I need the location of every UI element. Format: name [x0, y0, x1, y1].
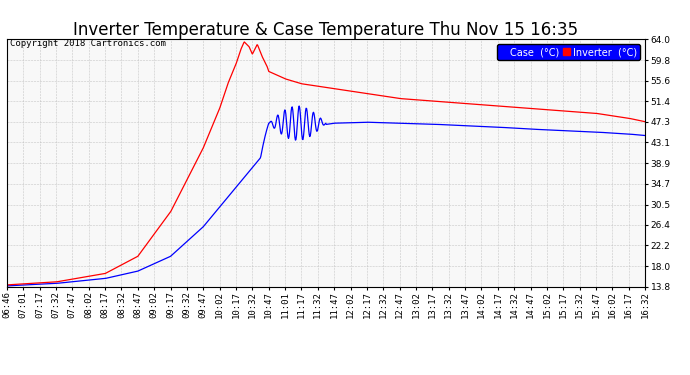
Text: Copyright 2018 Cartronics.com: Copyright 2018 Cartronics.com — [10, 39, 166, 48]
Legend: Case  (°C), Inverter  (°C): Case (°C), Inverter (°C) — [497, 44, 640, 60]
Title: Inverter Temperature & Case Temperature Thu Nov 15 16:35: Inverter Temperature & Case Temperature … — [73, 21, 579, 39]
